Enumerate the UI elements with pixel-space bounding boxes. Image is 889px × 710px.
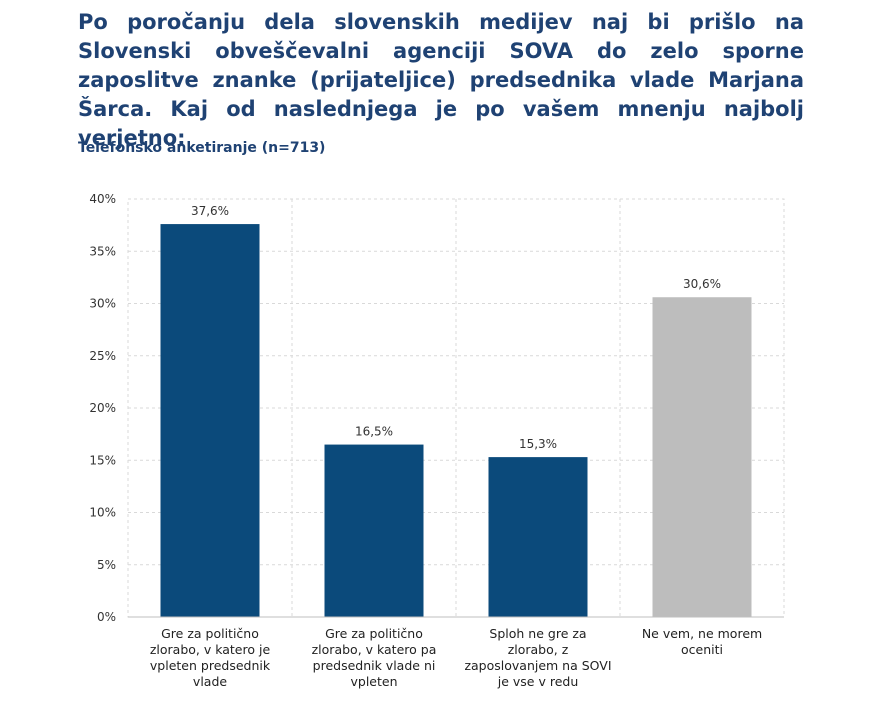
bar xyxy=(488,457,588,617)
bar xyxy=(324,444,424,617)
category-label: zlorabo, v katero je xyxy=(150,642,271,657)
y-tick-label: 0% xyxy=(97,610,116,624)
bar xyxy=(160,224,260,617)
category-label: zlorabo, z xyxy=(508,642,569,657)
category-label: vpleten predsednik xyxy=(150,658,271,673)
data-label: 16,5% xyxy=(355,425,393,439)
y-tick-label: 20% xyxy=(89,401,116,415)
y-tick-label: 30% xyxy=(89,297,116,311)
category-label: vlade xyxy=(193,674,227,689)
y-tick-label: 25% xyxy=(89,349,116,363)
category-label: je vse v redu xyxy=(497,674,579,689)
category-label: zaposlovanjem na SOVI xyxy=(464,658,611,673)
y-tick-label: 40% xyxy=(89,192,116,206)
category-label: Gre za politično xyxy=(161,626,259,641)
category-label: Gre za politično xyxy=(325,626,423,641)
data-label: 15,3% xyxy=(519,437,557,451)
chart-title: Po poročanju dela slovenskih medijev naj… xyxy=(78,10,804,150)
chart-subtitle: Telefonsko anketiranje (n=713) xyxy=(78,140,326,156)
category-label: Sploh ne gre za xyxy=(489,626,586,641)
y-tick-label: 10% xyxy=(89,506,116,520)
category-label: vpleten xyxy=(350,674,397,689)
category-label: zlorabo, v katero pa xyxy=(312,642,437,657)
category-label: predsednik vlade ni xyxy=(313,658,436,673)
data-label: 30,6% xyxy=(683,277,721,291)
data-label: 37,6% xyxy=(191,204,229,218)
y-tick-label: 5% xyxy=(97,558,116,572)
bar xyxy=(652,297,752,617)
y-tick-label: 15% xyxy=(89,453,116,467)
y-tick-label: 35% xyxy=(89,244,116,258)
category-label: oceniti xyxy=(681,642,723,657)
category-label: Ne vem, ne morem xyxy=(642,626,762,641)
